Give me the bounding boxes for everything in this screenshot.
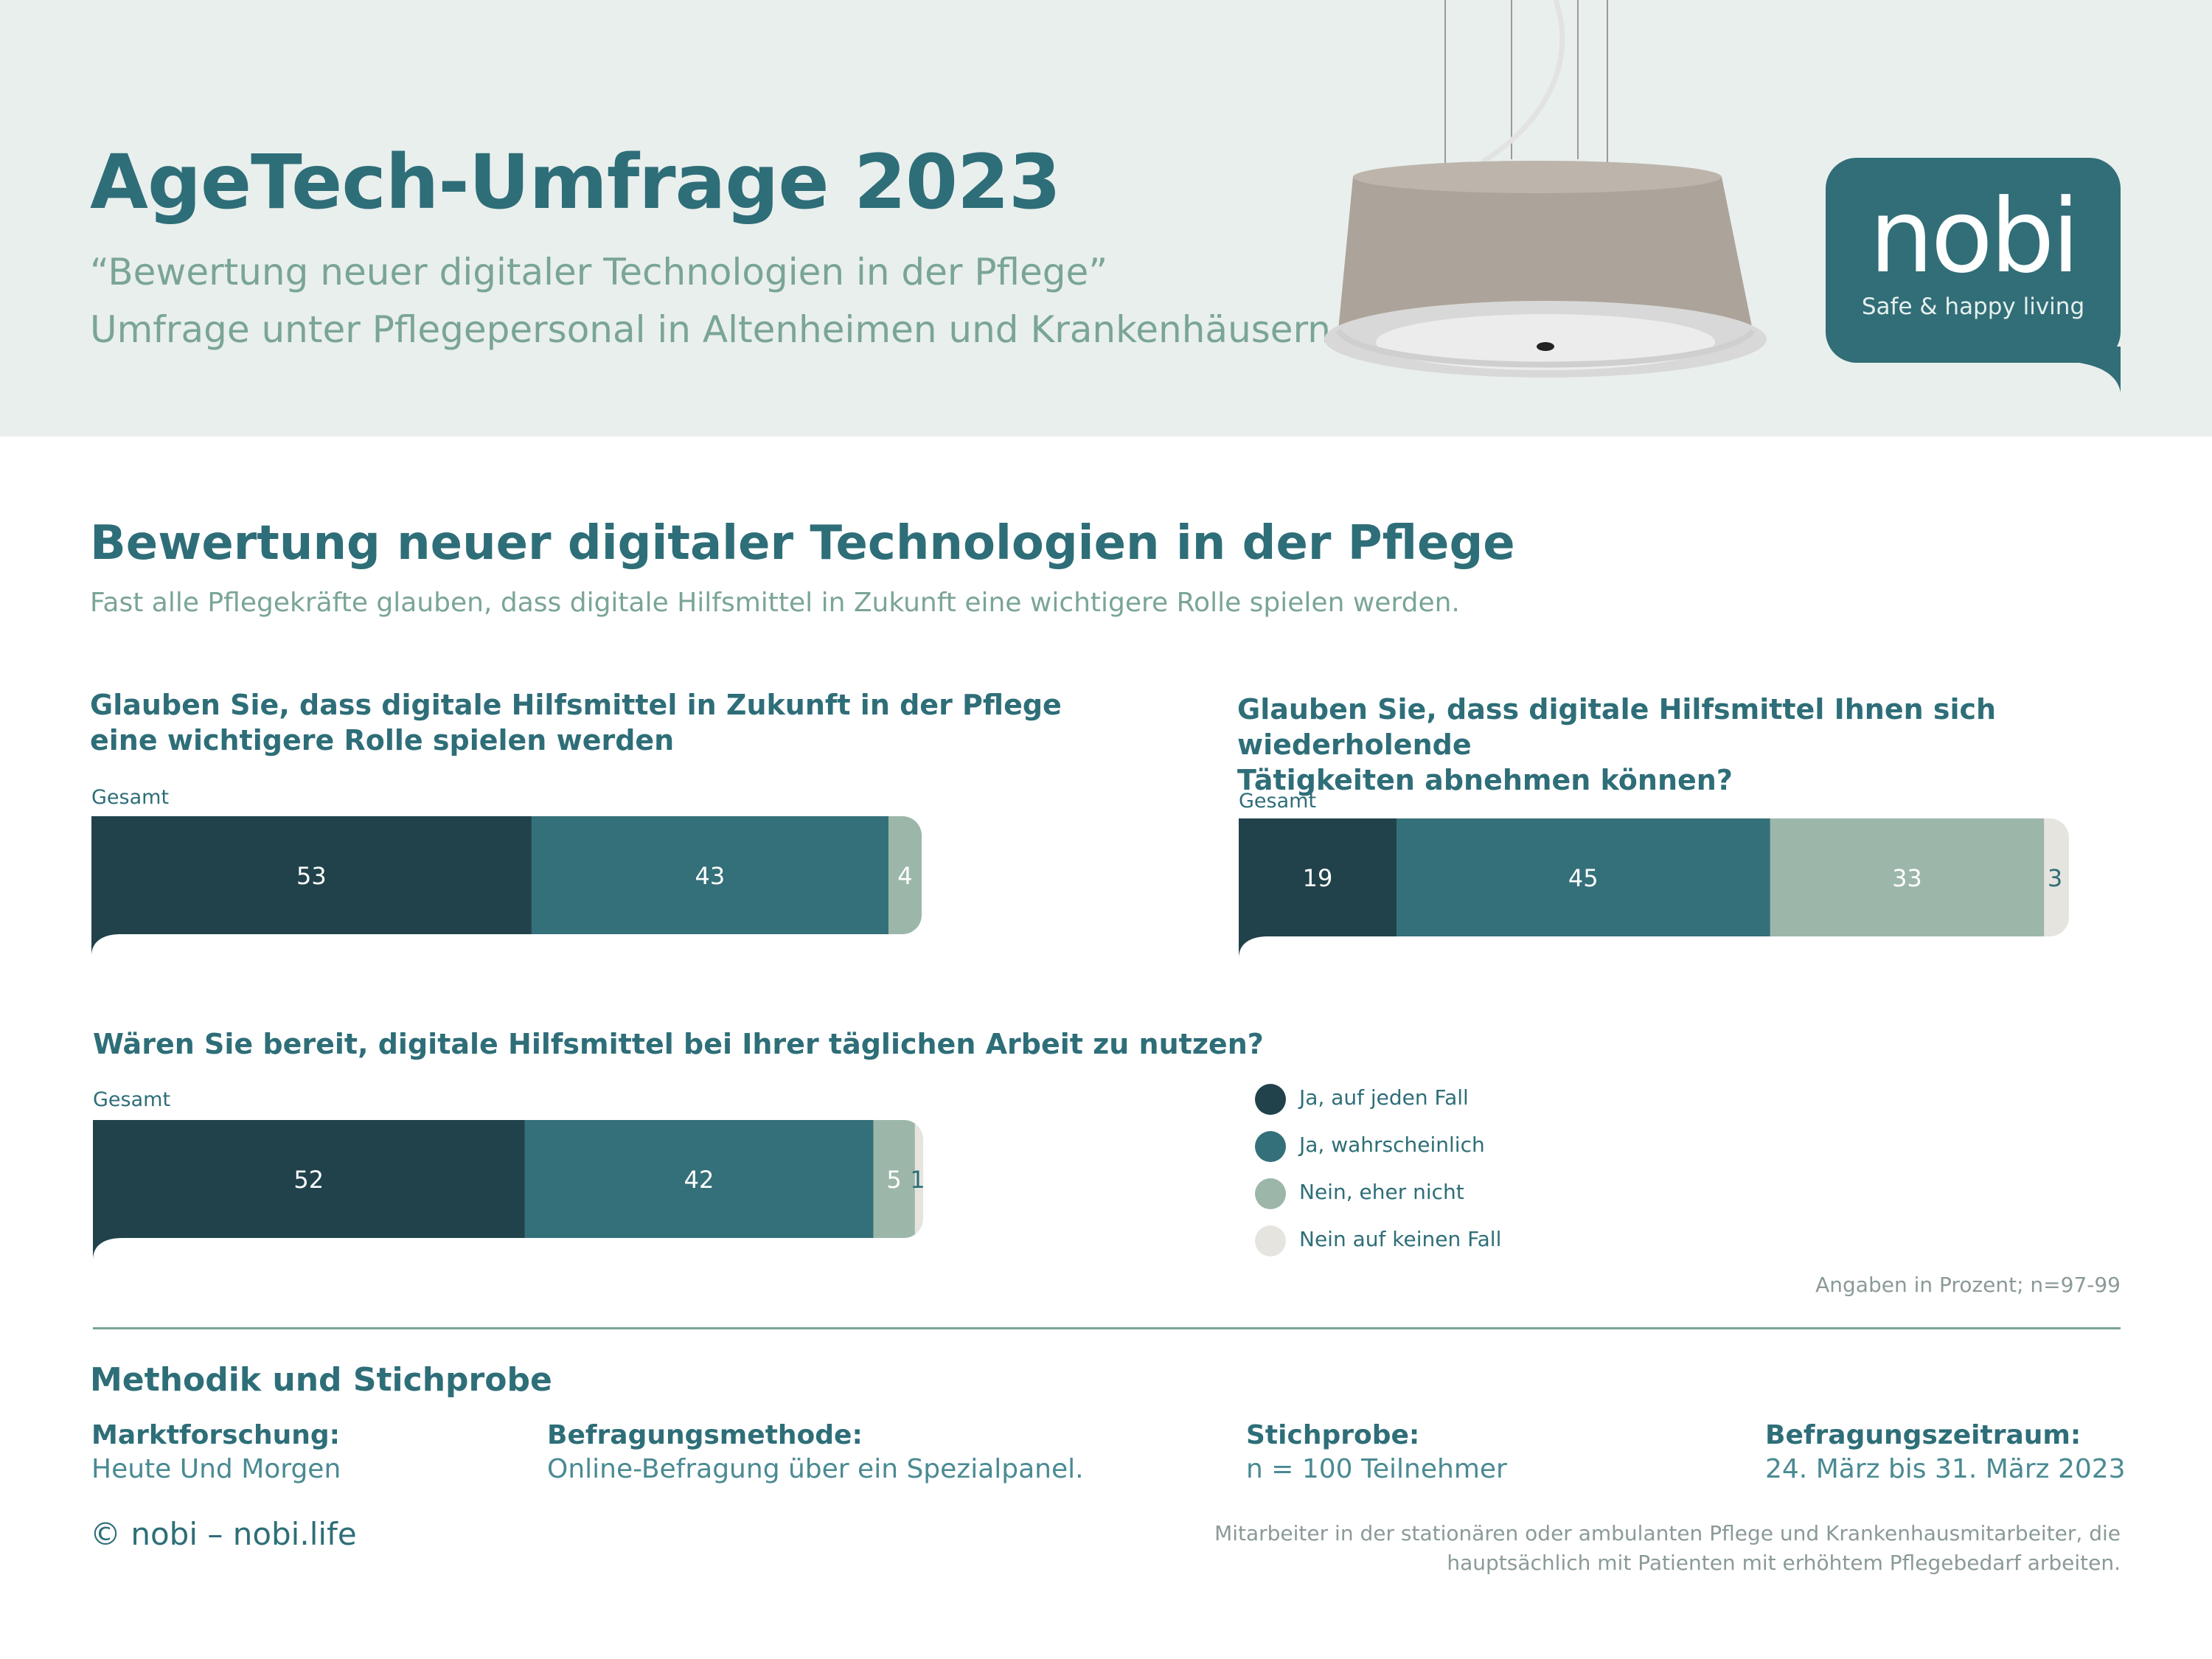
- chart3-category-label: Gesamt: [93, 1088, 171, 1111]
- legend-label: Ja, auf jeden Fall: [1299, 1085, 1469, 1110]
- bar-value-label: 4: [897, 862, 912, 890]
- legend-swatch-nein-auf-keinen-fall: [1255, 1225, 1286, 1256]
- legend-swatch-ja-wahrscheinlich: [1255, 1131, 1286, 1162]
- methodology-label-befragungsmethode: Befragungsmethode:: [547, 1420, 863, 1450]
- bar-speech-tail: [93, 1223, 122, 1260]
- bar-corner-fill: [1239, 818, 1258, 922]
- bar-corner-fill: [91, 816, 111, 919]
- sample-note: Mitarbeiter in der stationären oder ambu…: [1214, 1521, 2121, 1575]
- logo-wordmark: nobi: [1869, 177, 2080, 296]
- chart2-title-line2: Tätigkeiten abnehmen können?: [1237, 764, 1733, 796]
- bar-segment-ja-auf-jeden-fall: [93, 1120, 526, 1238]
- bar-segment-nein-auf-keinen-fall: [914, 1120, 923, 1238]
- page-subtitle: Umfrage unter Pflegepersonal in Altenhei…: [90, 308, 1331, 351]
- chart3-title-line1: Wären Sie bereit, digitale Hilfsmittel b…: [93, 1028, 1264, 1060]
- copyright-text: © nobi – nobi.life: [90, 1516, 357, 1552]
- legend-swatch-ja-auf-jeden-fall: [1255, 1084, 1286, 1115]
- bar-value-label: 43: [695, 862, 726, 890]
- methodology-title: Methodik und Stichprobe: [90, 1361, 552, 1399]
- bar-speech-tail: [1239, 922, 1268, 959]
- legend-swatch-nein-eher-nicht: [1255, 1178, 1286, 1209]
- legend-label: Ja, wahrscheinlich: [1299, 1133, 1485, 1157]
- methodology-value-stichprobe: n = 100 Teilnehmer: [1246, 1454, 1507, 1484]
- nobi-logo: nobi Safe & happy living: [1826, 158, 2121, 363]
- chart2-bar: 19 45 33 3: [1239, 818, 2069, 959]
- methodology-value-marktforschung: Heute Und Morgen: [91, 1454, 341, 1484]
- bar-corner-fill: [93, 1120, 112, 1223]
- legend-item-nein-eher-nicht: Nein, eher nicht: [1255, 1175, 1624, 1211]
- bar-segment-nein-auf-keinen-fall: [2044, 818, 2069, 936]
- chart1-title-line1: Glauben Sie, dass digitale Hilfsmittel i…: [90, 689, 1062, 721]
- methodology-label-marktforschung: Marktforschung:: [91, 1420, 340, 1450]
- pendant-lamp-image: [1324, 0, 1767, 378]
- logo-tagline: Safe & happy living: [1861, 293, 2085, 320]
- bar-value-label: 45: [1568, 864, 1599, 892]
- chart2-category-label: Gesamt: [1239, 790, 1317, 813]
- chart2-title: Glauben Sie, dass digitale Hilfsmittel I…: [1237, 692, 2212, 798]
- chart1-title: Glauben Sie, dass digitale Hilfsmittel i…: [90, 687, 1062, 758]
- bar-segment-nein-eher-nicht: [873, 1120, 916, 1238]
- bar-segment-ja-wahrscheinlich: [1396, 818, 1771, 936]
- bar-value-label: 52: [293, 1166, 324, 1194]
- bar-segment-ja-wahrscheinlich: [524, 1120, 874, 1238]
- bar-value-label: 1: [910, 1166, 925, 1194]
- bar-value-label: 19: [1303, 864, 1333, 892]
- bar-value-label: 42: [684, 1166, 714, 1194]
- section-heading: Bewertung neuer digitaler Technologien i…: [90, 516, 1515, 571]
- legend-item-ja-wahrscheinlich: Ja, wahrscheinlich: [1255, 1128, 1624, 1164]
- chart3-title: Wären Sie bereit, digitale Hilfsmittel b…: [93, 1026, 1264, 1062]
- page-quote: “Bewertung neuer digitaler Technologien …: [90, 251, 1108, 293]
- legend-label: Nein, eher nicht: [1299, 1180, 1464, 1204]
- chart1-category-label: Gesamt: [91, 786, 170, 809]
- methodology-label-stichprobe: Stichprobe:: [1246, 1420, 1420, 1450]
- section-subheading: Fast alle Pflegekräfte glauben, dass dig…: [90, 588, 1460, 618]
- bar-value-label: 3: [2048, 864, 2062, 892]
- chart2-title-line1: Glauben Sie, dass digitale Hilfsmittel I…: [1237, 693, 1997, 761]
- bar-segment-ja-auf-jeden-fall: [91, 816, 532, 934]
- bar-segment-nein-eher-nicht: [888, 816, 922, 934]
- methodology-label-befragungszeitraum: Befragungszeitraum:: [1765, 1420, 2081, 1450]
- chart-footnote: Angaben in Prozent; n=97-99: [1815, 1273, 2121, 1297]
- bar-segment-ja-wahrscheinlich: [531, 816, 889, 934]
- bar-speech-tail: [91, 919, 121, 956]
- legend-item-nein-auf-keinen-fall: Nein auf keinen Fall: [1255, 1222, 1624, 1258]
- page-title: AgeTech-Umfrage 2023: [90, 139, 1061, 226]
- logo-speech-tail: [2057, 347, 2121, 392]
- section-divider: [93, 1327, 2121, 1329]
- methodology-value-befragungszeitraum: 24. März bis 31. März 2023: [1765, 1454, 2126, 1484]
- bar-value-label: 5: [886, 1166, 901, 1194]
- chart3-bar: 52 42 5 1: [93, 1120, 925, 1260]
- bar-value-label: 53: [296, 862, 327, 890]
- chart1-title-line2: eine wichtigere Rolle spielen werden: [90, 724, 675, 757]
- bar-value-label: 33: [1892, 864, 1922, 892]
- bar-segment-nein-eher-nicht: [1770, 818, 2045, 936]
- legend-label: Nein auf keinen Fall: [1299, 1227, 1502, 1251]
- methodology-value-befragungsmethode: Online-Befragung über ein Spezialpanel.: [547, 1454, 1084, 1484]
- legend-item-ja-auf-jeden-fall: Ja, auf jeden Fall: [1255, 1081, 1624, 1116]
- chart1-bar: 53 43 4: [91, 816, 922, 956]
- bar-segment-ja-auf-jeden-fall: [1239, 818, 1397, 936]
